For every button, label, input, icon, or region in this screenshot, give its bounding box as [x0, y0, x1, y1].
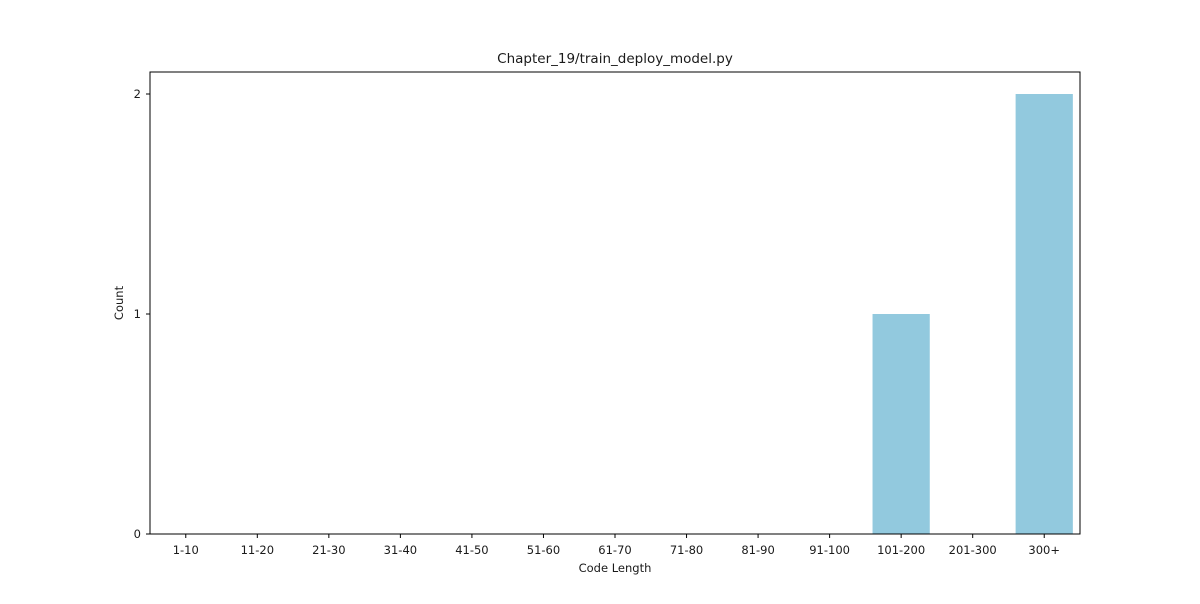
x-axis-label: Code Length [579, 561, 652, 575]
x-tick-label: 71-80 [670, 543, 703, 557]
y-axis-label: Count [112, 285, 126, 320]
x-tick-label: 21-30 [312, 543, 345, 557]
bar-300+ [1015, 94, 1073, 534]
y-axis-ticks: 0 1 2 [134, 87, 150, 541]
x-tick-label: 1-10 [173, 543, 199, 557]
x-tick-label: 300+ [1028, 543, 1060, 557]
x-tick-label: 201-300 [949, 543, 997, 557]
x-tick-label: 81-90 [741, 543, 774, 557]
bar-101-200 [872, 314, 930, 534]
x-tick-label: 51-60 [527, 543, 560, 557]
bars-group [872, 94, 1073, 534]
x-tick-label: 11-20 [241, 543, 274, 557]
y-tick-label: 0 [134, 527, 141, 541]
y-tick-label: 1 [134, 307, 141, 321]
y-tick-label: 2 [134, 87, 141, 101]
x-tick-label: 31-40 [384, 543, 417, 557]
x-tick-label: 61-70 [598, 543, 631, 557]
x-axis-ticks: 1-10 11-20 21-30 31-40 41-50 51-60 61-70 71-80 8… [173, 534, 1060, 557]
plot-frame [149, 71, 1081, 535]
x-tick-label: 91-100 [809, 543, 850, 557]
x-tick-label: 101-200 [877, 543, 925, 557]
x-tick-label: 41-50 [455, 543, 488, 557]
chart-title: Chapter_19/train_deploy_model.py [497, 51, 733, 67]
